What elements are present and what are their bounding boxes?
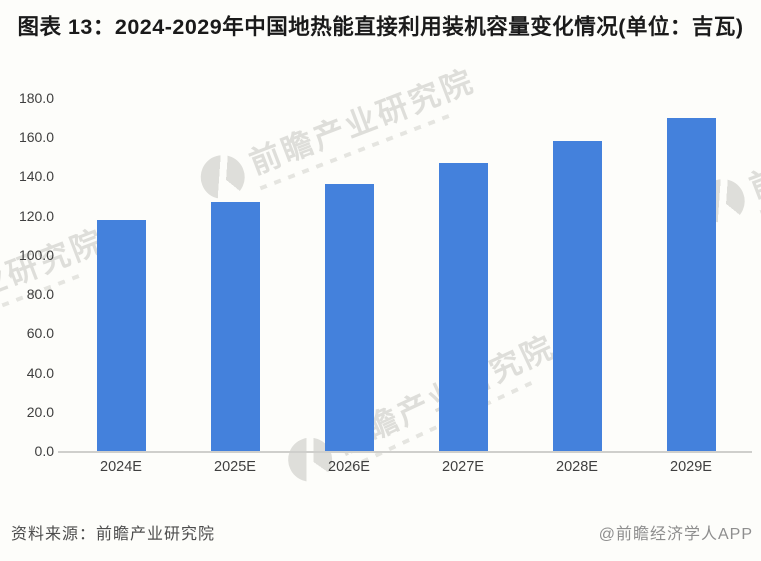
bar-slot	[520, 98, 634, 451]
y-tick-label: 60.0	[26, 325, 54, 342]
y-tick-label: 180.0	[18, 90, 54, 106]
x-tick-label: 2026E	[328, 459, 370, 475]
y-axis: 180.0 160.0 140.0 120.0 100.0 80.0 60.0 40.0 20.…	[0, 0, 56, 561]
x-axis-line	[58, 451, 752, 453]
chart-title: 图表 13：2024-2029年中国地热能直接利用装机容量变化情况(单位：吉瓦)	[17, 15, 744, 39]
y-tick-label: 0.0	[34, 443, 54, 459]
app-credit: @前瞻经济学人APP	[598, 526, 753, 543]
x-tick-label: 2025E	[214, 459, 256, 475]
y-tick-label: 160.0	[18, 129, 54, 146]
bar-2029E	[666, 117, 716, 451]
y-tick-label: 20.0	[26, 403, 54, 420]
y-tick-label: 120.0	[18, 207, 54, 224]
bar-2025E	[210, 201, 260, 451]
x-tick-label: 2028E	[556, 459, 598, 475]
x-tick-label: 2024E	[100, 459, 142, 475]
bar-slot	[406, 98, 520, 451]
x-tick-label: 2029E	[670, 459, 712, 475]
bar-2024E	[96, 219, 146, 451]
bar-slot	[64, 98, 178, 451]
bar-2026E	[324, 184, 374, 451]
x-axis: 2024E 2025E 2026E 2027E 2028E 2029E	[64, 459, 748, 475]
bar-slot	[178, 98, 292, 451]
x-tick-label: 2027E	[442, 459, 484, 475]
bar-slot	[292, 98, 406, 451]
y-tick-label: 40.0	[26, 364, 54, 381]
y-tick-label: 100.0	[18, 246, 54, 263]
source-note: 资料来源：前瞻产业研究院	[11, 526, 216, 543]
bar-2027E	[438, 162, 488, 451]
y-tick-label: 140.0	[18, 168, 54, 185]
bar-2028E	[552, 141, 602, 451]
plot-area	[64, 98, 748, 451]
bar-slot	[634, 98, 748, 451]
y-tick-label: 80.0	[26, 286, 54, 303]
